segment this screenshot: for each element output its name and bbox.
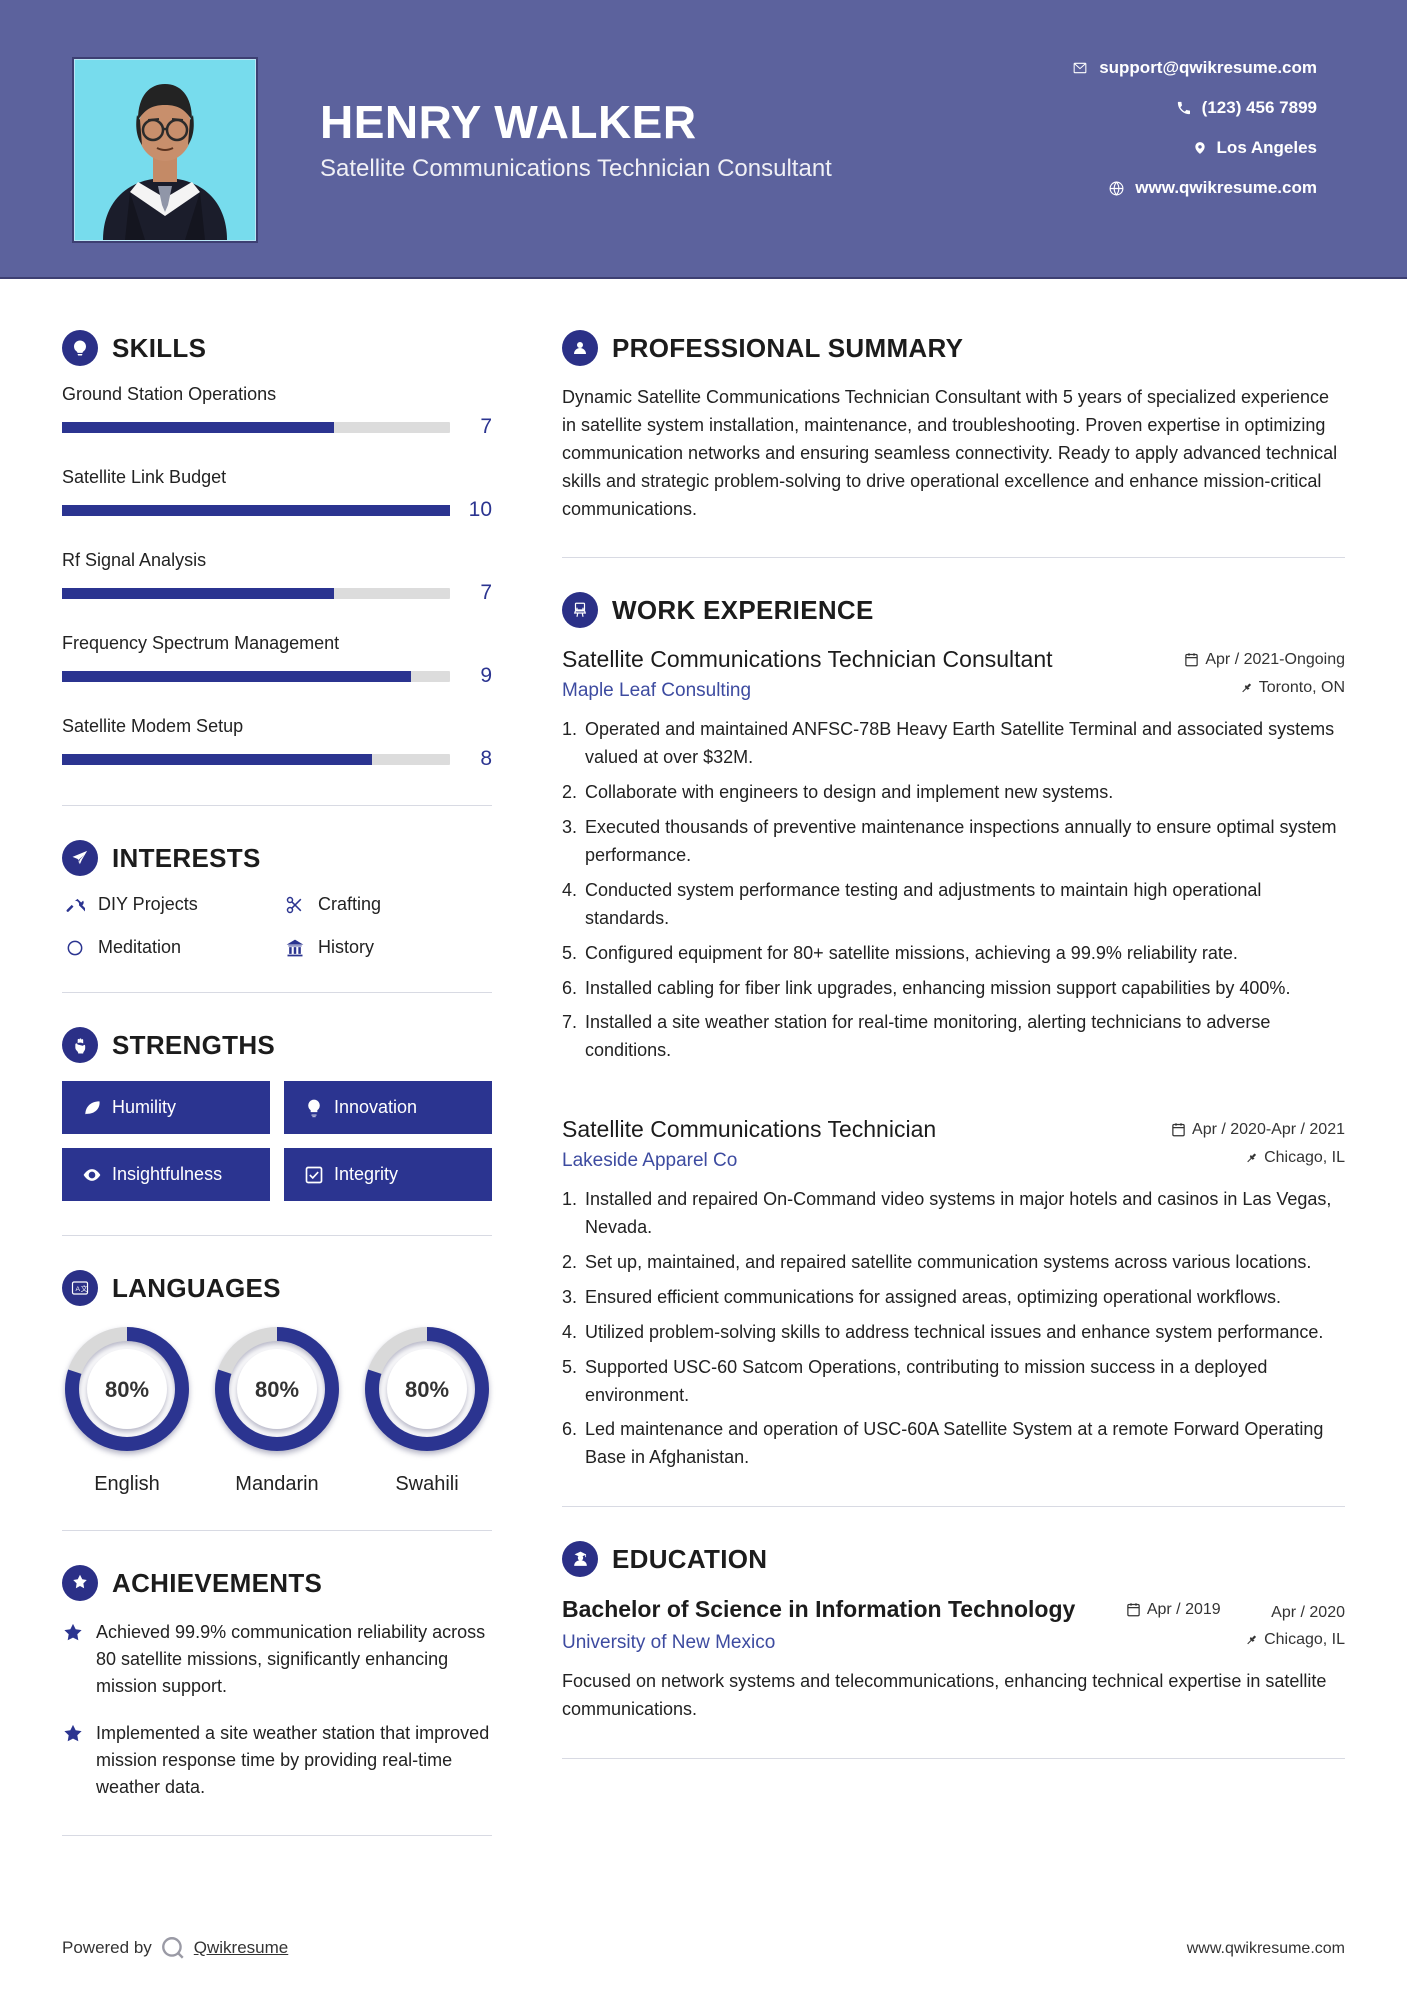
svg-text:80%: 80% xyxy=(255,1377,299,1402)
svg-text:A: A xyxy=(76,1286,81,1293)
svg-text:80%: 80% xyxy=(105,1377,149,1402)
svg-text:文: 文 xyxy=(81,1284,88,1293)
svg-text:80%: 80% xyxy=(405,1377,449,1402)
